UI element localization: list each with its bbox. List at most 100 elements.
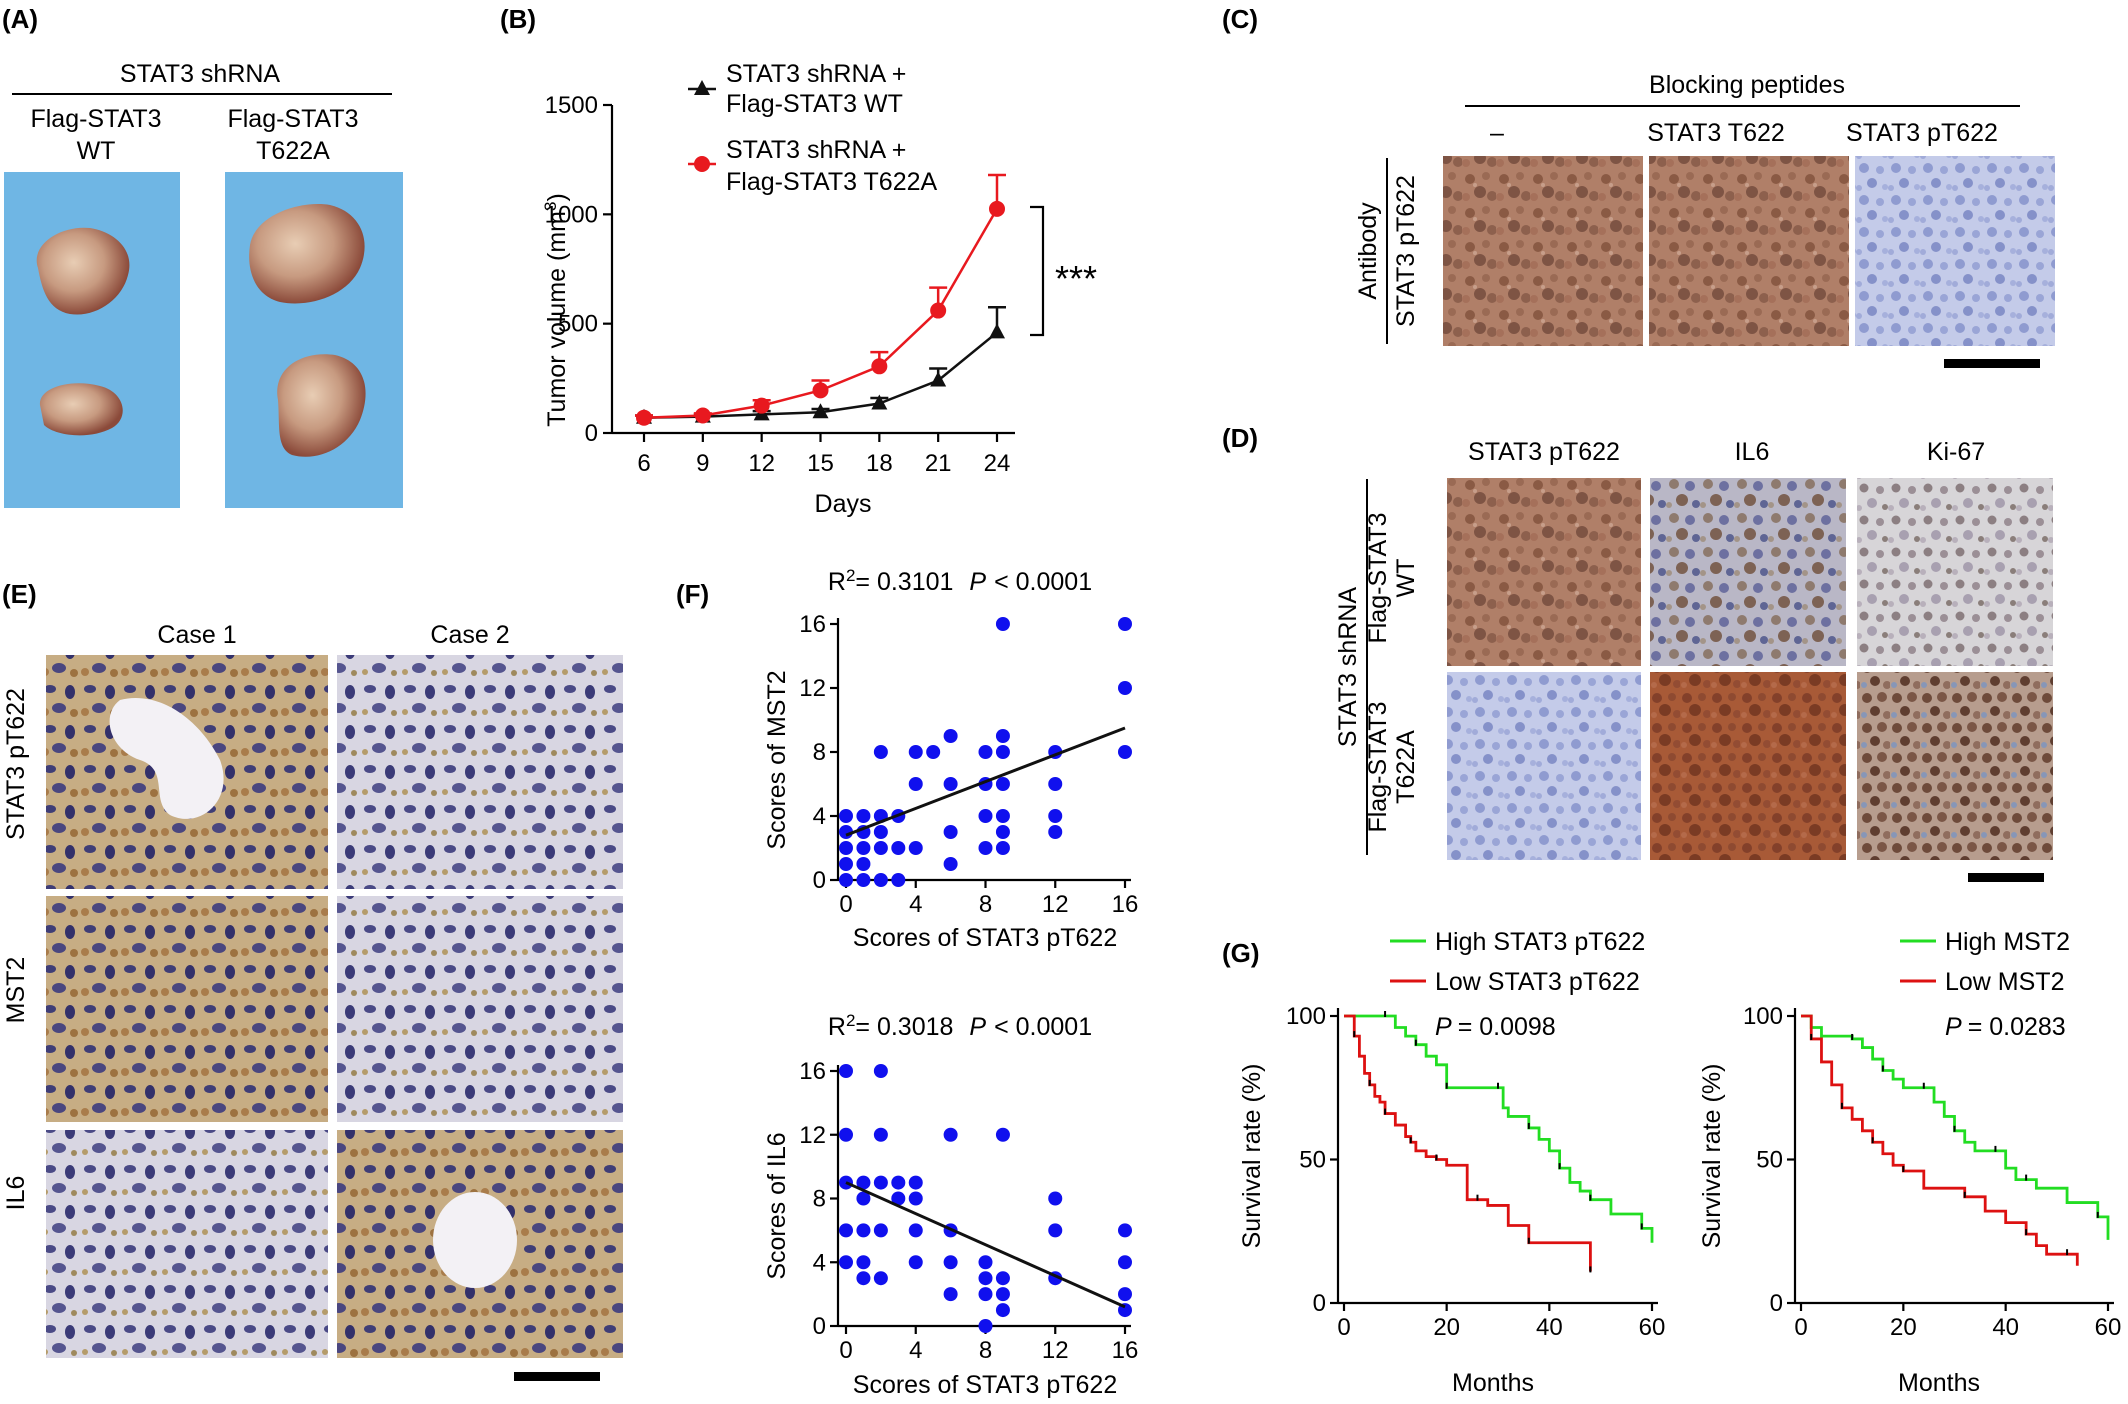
panel-e-col2: Case 2 (430, 621, 509, 649)
scatter-point (995, 1287, 1010, 1302)
scatter-point (908, 777, 923, 791)
x-tick-label: 12 (1042, 1337, 1069, 1364)
ihc-d-wt-il6 (1650, 478, 1846, 666)
panel-f-bottom-stats: R2= 0.3018 P < 0.0001 (828, 1011, 1092, 1042)
y-tick-label: 0 (813, 867, 826, 894)
x-tick-label: 40 (1992, 1314, 2019, 1341)
panel-f-top-ylabel: Scores of MST2 (763, 670, 791, 849)
scatter-point (1118, 1223, 1132, 1238)
ihc-e-case2-mst2 (337, 896, 623, 1122)
x-tick-label: 16 (1112, 891, 1139, 918)
scatter-point (1048, 825, 1063, 839)
panel-d-label: (D) (1222, 423, 1258, 453)
panel-c: (C) Blocking peptides – STAT3 T622 STAT3… (1222, 4, 2055, 368)
scatter-point (1118, 681, 1132, 695)
scatter-point (995, 617, 1010, 631)
scatter-point (978, 809, 993, 823)
data-point-triangle (871, 394, 888, 410)
data-point-circle (989, 200, 1005, 217)
panel-d-group-label: STAT3 shRNA (1334, 587, 1362, 748)
ihc-e-case1-il6 (46, 1130, 328, 1358)
scatter-point (995, 729, 1010, 743)
y-tick-label: 0 (1770, 1290, 1783, 1317)
scatter-point (856, 841, 871, 855)
y-tick-label: 16 (799, 611, 826, 638)
scatter-point (1048, 1223, 1063, 1238)
x-tick-label: 24 (984, 450, 1011, 477)
scatter-point (995, 825, 1010, 839)
x-tick-label: 60 (1639, 1314, 1666, 1341)
scatter-point (978, 1287, 993, 1302)
mst2-scatter-chart: 0 4 8 12 16 0 4 8 12 16 (799, 611, 1138, 918)
x-tick-label: 0 (1337, 1314, 1350, 1341)
g-left-legend-high: High STAT3 pT622 (1435, 928, 1645, 956)
scale-bar-c (1944, 359, 2040, 368)
scale-bar-d (1968, 873, 2044, 882)
ihc-c-pt622 (1855, 156, 2055, 346)
panel-b-legend: STAT3 shRNA + Flag-STAT3 WT STAT3 shRNA … (688, 60, 938, 196)
scatter-point (873, 1223, 888, 1238)
panel-a-header: STAT3 shRNA (120, 60, 281, 88)
panel-e-row2: MST2 (2, 957, 30, 1024)
scatter-point (943, 777, 958, 791)
panel-g-right-xlabel: Months (1898, 1369, 1980, 1397)
scatter-point (1118, 1287, 1132, 1302)
panel-g-left-xlabel: Months (1452, 1369, 1534, 1397)
scatter-point (891, 1191, 906, 1206)
x-tick-label: 0 (1794, 1314, 1807, 1341)
x-tick-label: 60 (2095, 1314, 2122, 1341)
scatter-point (839, 809, 853, 823)
x-tick-label: 18 (866, 450, 893, 477)
panel-f-top-xlabel: Scores of STAT3 pT622 (853, 924, 1117, 952)
panel-a-col1-line1: Flag-STAT3 (30, 105, 161, 133)
scatter-point (891, 1175, 906, 1190)
y-tick-label: 12 (799, 675, 826, 702)
ihc-e-case1-mst2 (46, 896, 328, 1122)
scatter-point (873, 825, 888, 839)
ihc-c-none (1443, 156, 1643, 346)
tumor-volume-chart: 0 500 1000 1500 6 9 12 15 18 21 24 (545, 92, 1015, 477)
scatter-point (839, 841, 853, 855)
gland-lumen-1 (109, 698, 224, 819)
scatter-point (839, 825, 853, 839)
scatter-point (873, 1127, 888, 1142)
scatter-point (1048, 777, 1063, 791)
scatter-point (839, 1064, 853, 1078)
g-right-pvalue: P = 0.0283 (1945, 1013, 2066, 1041)
scatter-point (856, 857, 871, 871)
x-tick-label: 16 (1112, 1337, 1139, 1364)
x-tick-label: 21 (925, 450, 952, 477)
scatter-point (978, 1271, 993, 1286)
scatter-point (1118, 745, 1132, 759)
ihc-e-case2-pt622 (337, 655, 623, 889)
scatter-point (856, 1271, 871, 1286)
scatter-point (1118, 617, 1132, 631)
significance-stars: *** (1055, 258, 1097, 299)
scatter-point (995, 1303, 1010, 1318)
x-tick-label: 40 (1536, 1314, 1563, 1341)
tumor-wt-2 (39, 383, 123, 436)
panel-b: (B) 0 500 1000 1500 6 9 12 15 18 21 24 Tumor volum… (500, 4, 1097, 518)
scatter-point (856, 873, 871, 887)
panel-a-col2-line2: T622A (256, 137, 330, 165)
legend-triangle-marker (694, 80, 710, 95)
panel-e-col1: Case 1 (157, 621, 236, 649)
scale-bar-e (514, 1372, 600, 1381)
panel-b-label: (B) (500, 4, 536, 34)
y-tick-label: 50 (1299, 1147, 1326, 1174)
scatter-point (908, 1175, 923, 1190)
scatter-point (908, 745, 923, 759)
scatter-point (1118, 1255, 1132, 1270)
panel-d-row2-line2: T622A (1392, 730, 1420, 804)
scatter-point (839, 1127, 853, 1142)
panel-d-row2-line1: Flag-STAT3 (1364, 701, 1392, 832)
survival-curve-0 (1344, 1014, 1654, 1243)
panel-c-row-label2: STAT3 pT622 (1392, 175, 1420, 327)
legend-circle-marker (694, 156, 710, 172)
tumor-photo-wt (4, 172, 180, 508)
data-point-circle (694, 407, 711, 424)
x-tick-label: 9 (696, 450, 709, 477)
panel-e-row1: STAT3 pT622 (2, 688, 30, 840)
data-point-circle (812, 382, 829, 399)
panel-f-bottom-ylabel: Scores of IL6 (763, 1132, 791, 1279)
